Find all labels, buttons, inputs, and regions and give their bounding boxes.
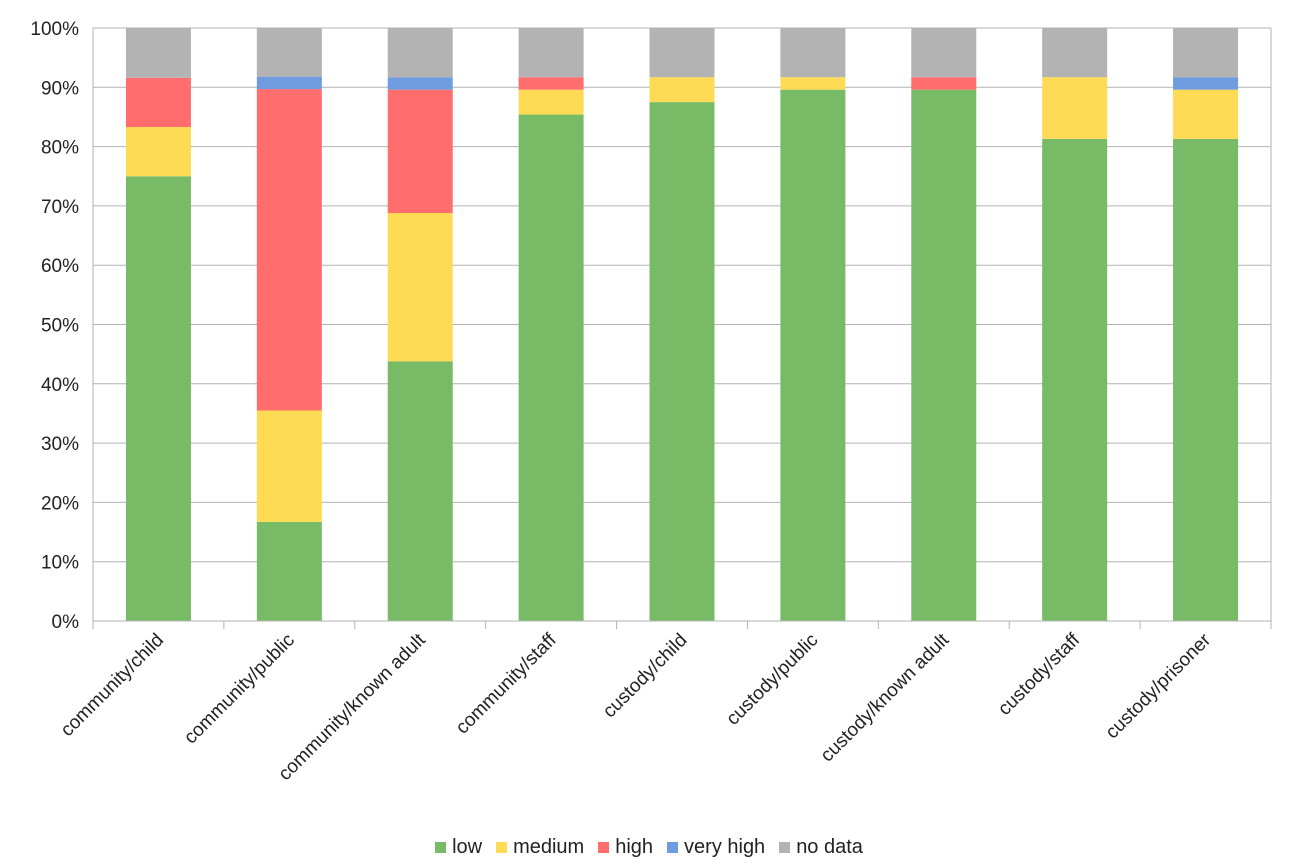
bar-segment-low xyxy=(125,176,191,621)
legend-label: no data xyxy=(796,836,863,858)
axes xyxy=(92,28,1272,629)
legend-swatch xyxy=(779,842,791,853)
bar-segment-very-high xyxy=(1173,77,1239,90)
x-tick-labels: community/child community/publiccommunity… xyxy=(57,629,1216,785)
y-tick-label: 90% xyxy=(41,78,79,99)
bar-segment-low xyxy=(649,102,715,621)
legend-item: low xyxy=(435,836,482,859)
legend-label: medium xyxy=(513,836,585,858)
legend: low medium high very high no data xyxy=(0,836,1298,859)
bar-segment-medium xyxy=(1042,77,1108,139)
legend-swatch xyxy=(667,842,679,853)
bar-segment-no-data xyxy=(911,28,977,78)
y-tick-label: 50% xyxy=(41,316,79,337)
x-tick-label: custody/child xyxy=(599,630,692,723)
y-tick-label: 20% xyxy=(41,493,79,514)
bar-segment-no-data xyxy=(1173,28,1239,78)
legend-item: no data xyxy=(779,836,863,859)
bar-segment-medium xyxy=(780,77,846,90)
bar-segment-no-data xyxy=(256,28,322,77)
bar-segment-medium xyxy=(649,77,715,103)
bar-segment-medium xyxy=(1173,89,1239,139)
bar-segment-high xyxy=(518,77,584,90)
legend-swatch xyxy=(496,842,508,853)
legend-label: low xyxy=(452,836,483,858)
bar-segment-medium xyxy=(518,89,584,115)
x-tick-label: custody/known adult xyxy=(817,629,954,766)
y-tick-label: 40% xyxy=(41,375,79,396)
x-tick-label: custody/staff xyxy=(994,629,1085,720)
y-tick-label: 0% xyxy=(52,612,80,633)
x-tick-label: community/child xyxy=(57,630,168,741)
bar-segment-low xyxy=(1173,138,1239,622)
x-tick-label: custody/public xyxy=(722,630,822,730)
bar-segment-low xyxy=(256,521,322,621)
y-tick-label: 100% xyxy=(30,19,79,40)
bar-segment-no-data xyxy=(649,28,715,78)
bar-segment-medium xyxy=(387,213,453,362)
legend-item: high xyxy=(598,836,653,859)
x-tick-label: community/known adult xyxy=(275,629,431,785)
y-tick-label: 70% xyxy=(41,197,79,218)
bar-segment-low xyxy=(387,361,453,621)
y-tick-label: 60% xyxy=(41,256,79,277)
bar-segment-medium xyxy=(125,127,191,177)
bar-segment-medium xyxy=(256,410,322,522)
y-tick-label: 80% xyxy=(41,138,79,159)
x-tick-label: community/staff xyxy=(452,629,561,738)
x-tick-label: community/public xyxy=(180,630,299,749)
bar-segment-low xyxy=(911,89,977,621)
bar-segment-high xyxy=(125,77,191,128)
bars xyxy=(125,28,1239,622)
legend-label: high xyxy=(615,836,654,858)
bar-segment-no-data xyxy=(780,28,846,78)
bar-segment-high xyxy=(911,77,977,90)
legend-swatch xyxy=(598,842,610,853)
bar-segment-very-high xyxy=(387,77,453,90)
legend-item: very high xyxy=(667,836,765,859)
bar-segment-very-high xyxy=(256,76,322,90)
bar-segment-no-data xyxy=(387,28,453,78)
y-tick-labels: 0% 10% 20% 30% 40% 50% 60% 70% 80% 90% 100% xyxy=(30,19,79,633)
bar-segment-high xyxy=(256,89,322,411)
bar-segment-low xyxy=(780,89,846,621)
bar-segment-no-data xyxy=(125,28,191,78)
y-tick-label: 30% xyxy=(41,434,79,455)
bar-segment-no-data xyxy=(518,28,584,78)
bar-segment-low xyxy=(1042,138,1108,622)
legend-item: medium xyxy=(496,836,584,859)
bar-segment-low xyxy=(518,114,584,621)
bar-segment-no-data xyxy=(1042,28,1108,78)
legend-swatch xyxy=(435,842,447,853)
bar-segment-high xyxy=(387,89,453,214)
x-tick-label: custody/prisoner xyxy=(1102,629,1216,743)
y-tick-label: 10% xyxy=(41,553,79,574)
stacked-bar-chart: 0% 10% 20% 30% 40% 50% 60% 70% 80% 90% 100% commun… xyxy=(30,19,1272,785)
legend-label: very high xyxy=(684,836,766,858)
